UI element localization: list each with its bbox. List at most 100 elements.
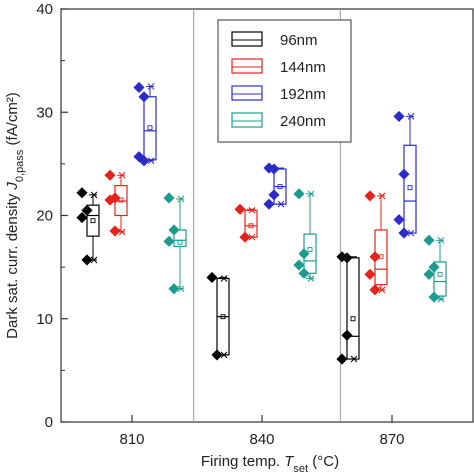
data-point (168, 283, 180, 295)
box-mean (220, 314, 226, 320)
data-point (239, 231, 251, 243)
data-point-extreme (307, 190, 315, 198)
data-point-extreme (220, 275, 228, 282)
data-point (364, 190, 376, 202)
data-point (341, 252, 353, 264)
data-point (428, 291, 440, 303)
data-point (138, 91, 150, 103)
data-point (398, 168, 410, 180)
data-point (369, 251, 381, 263)
data-point-extreme (90, 256, 98, 264)
box-mean (307, 247, 313, 253)
data-point (104, 194, 116, 206)
data-point (104, 169, 116, 181)
y-tick-label: 40 (36, 1, 53, 18)
data-point (263, 198, 275, 210)
data-point (138, 155, 150, 167)
data-point-extreme (437, 236, 445, 244)
box-mean (277, 184, 283, 190)
data-point (428, 261, 440, 273)
legend-swatch (231, 58, 263, 74)
data-point (168, 224, 180, 236)
data-point (268, 189, 280, 201)
data-point (268, 163, 280, 175)
box-mean (177, 239, 183, 245)
data-point-extreme (407, 113, 415, 120)
box-mean (350, 316, 356, 322)
box-mean (248, 223, 254, 229)
data-point (341, 329, 353, 341)
y-tick-label: 0 (45, 414, 53, 431)
axis-title-subscript: set (293, 463, 308, 474)
data-point (423, 268, 435, 280)
x-tick-label: 840 (249, 431, 274, 448)
data-point (369, 284, 381, 296)
data-point-extreme (277, 200, 285, 208)
data-point (76, 211, 88, 224)
legend-swatch (231, 31, 263, 47)
box (244, 209, 258, 238)
data-point-extreme (378, 192, 386, 200)
plot-marks (76, 81, 447, 365)
y-tick-label: 20 (36, 208, 53, 225)
box-mean (90, 218, 96, 224)
x-tick-label: 870 (379, 431, 404, 448)
box (86, 204, 100, 237)
legend-label: 240nm (280, 113, 326, 130)
data-point (163, 235, 175, 247)
data-point (393, 214, 405, 226)
data-point-extreme (248, 206, 256, 214)
box (346, 257, 360, 360)
data-point (423, 234, 435, 246)
data-point-extreme (220, 351, 228, 359)
legend-swatch (231, 85, 263, 101)
box-mean (118, 197, 124, 203)
data-point (364, 268, 376, 280)
x-axis-title: Firing temp. Tset (°C) (201, 453, 339, 474)
data-point (234, 203, 246, 215)
data-point-extreme (177, 195, 185, 203)
box (143, 96, 157, 161)
data-point (393, 110, 405, 122)
data-point-extreme (437, 295, 445, 303)
y-tick-label: 30 (36, 104, 53, 121)
legend-label: 192nm (280, 86, 326, 103)
data-point (293, 188, 305, 200)
data-point (133, 151, 145, 163)
data-point-extreme (248, 233, 256, 241)
data-point (76, 187, 88, 199)
data-point (298, 267, 310, 279)
data-point (298, 248, 310, 260)
data-point-extreme (147, 83, 155, 90)
data-point (163, 192, 175, 204)
data-point (206, 271, 218, 284)
x-tick-label: 810 (119, 431, 144, 448)
data-point (81, 204, 93, 216)
data-point (293, 259, 305, 271)
box-mean (407, 185, 413, 191)
axis-title-subscript: 0,pass (14, 149, 26, 182)
box (433, 261, 447, 297)
data-point (81, 254, 93, 266)
data-point (336, 353, 348, 365)
data-point-extreme (118, 171, 126, 179)
legend: 96nm 144nm 192nm 240nm (217, 19, 352, 143)
data-point-extreme (177, 285, 185, 293)
data-point-extreme (90, 191, 98, 199)
legend-label: 96nm (280, 32, 318, 49)
y-tick-label: 10 (36, 311, 53, 328)
box-mean (437, 271, 443, 277)
data-point-extreme (307, 275, 315, 282)
data-point (211, 349, 223, 361)
data-point (109, 225, 121, 237)
y-axis-title: Dark sat. curr. density J0,pass (fA/cm²) (4, 92, 26, 339)
data-point (133, 81, 145, 94)
data-point-extreme (378, 286, 386, 294)
legend-swatch (231, 112, 263, 128)
legend-label: 144nm (280, 59, 326, 76)
data-point-extreme (350, 355, 358, 363)
axes: 0 10 20 30 40 810 840 870 (36, 1, 474, 448)
box (173, 229, 187, 248)
data-point-extreme (147, 157, 155, 165)
